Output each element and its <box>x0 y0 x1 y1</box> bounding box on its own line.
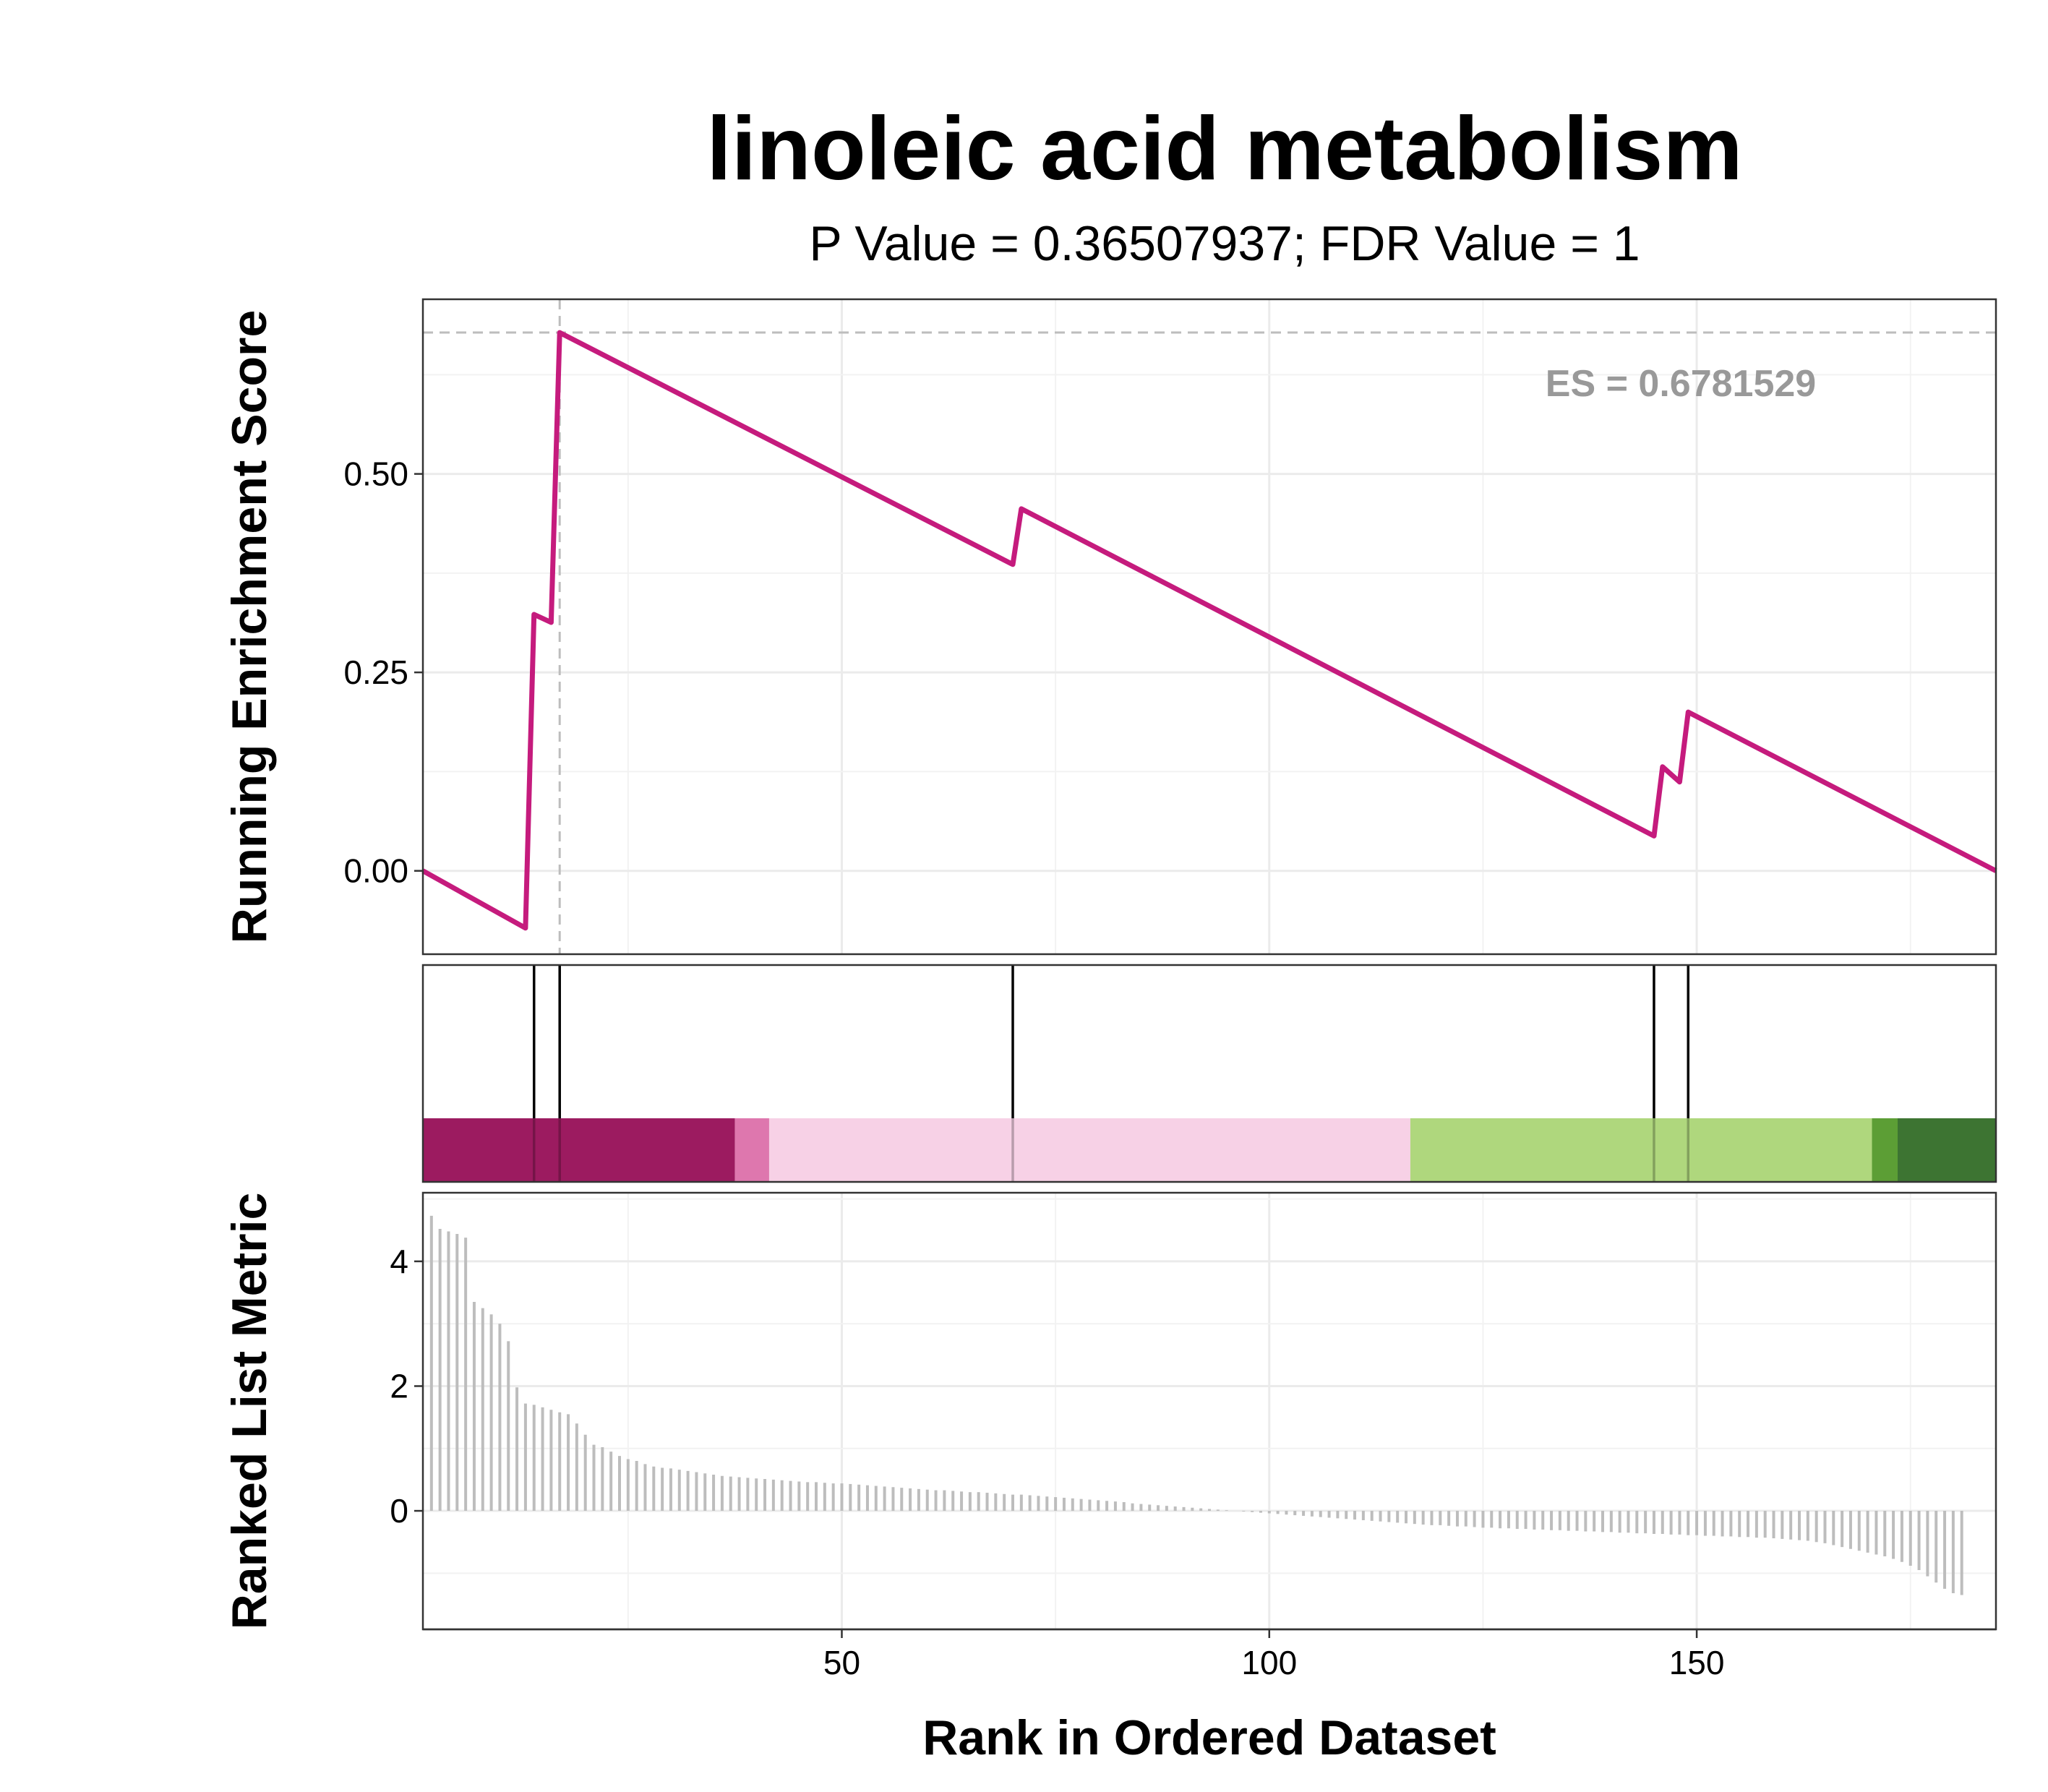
running-es-line <box>421 330 1997 931</box>
x-axis-label: Rank in Ordered Dataset <box>922 1710 1496 1765</box>
enrichment-y-ticks: 0.00 0.25 0.50 <box>343 455 423 890</box>
y-tick-label: 2 <box>390 1367 408 1405</box>
color-band <box>1872 1118 1898 1182</box>
y-tick-label: 4 <box>390 1243 408 1280</box>
enrichment-panel-grid <box>423 299 1996 954</box>
x-tick-label: 100 <box>1241 1644 1297 1681</box>
y-tick-label: 0.00 <box>343 852 408 890</box>
color-band <box>1410 1118 1872 1182</box>
es-annotation: ES = 0.6781529 <box>1546 363 1816 405</box>
x-axis-ticks: 50 100 150 <box>423 1628 1996 1681</box>
metric-y-ticks: 0 2 4 <box>390 1243 423 1530</box>
rank-color-bands <box>423 1118 1996 1182</box>
y-tick-label: 0 <box>390 1492 408 1530</box>
ranked-metric-panel: 0 2 4 <box>390 1191 1997 1631</box>
metric-bars <box>429 1215 1963 1595</box>
y-tick-label: 0.50 <box>343 455 408 493</box>
enrichment-panel-border <box>421 298 1997 956</box>
x-tick-label: 50 <box>823 1644 860 1681</box>
metric-panel-background <box>423 1193 1996 1629</box>
color-band <box>768 1118 1410 1182</box>
chart-title: linoleic acid metabolism <box>706 99 1742 199</box>
color-band <box>1898 1118 1996 1182</box>
color-band <box>423 1118 735 1182</box>
y-tick-label: 0.25 <box>343 653 408 691</box>
hits-panel-border <box>421 964 1997 1183</box>
enrichment-panel-background <box>423 299 1996 954</box>
metric-y-axis-label: Ranked List Metric <box>222 1193 277 1630</box>
metric-panel-grid <box>423 1193 1996 1629</box>
gene-hits-panel <box>421 964 1997 1183</box>
chart-subtitle: P Value = 0.36507937; FDR Value = 1 <box>809 216 1640 271</box>
gene-hit-lines <box>532 965 1690 1182</box>
color-band <box>734 1118 769 1182</box>
enrichment-y-axis-label: Running Enrichment Score <box>222 310 277 944</box>
x-tick-label: 150 <box>1669 1644 1725 1681</box>
enrichment-score-panel: ES = 0.6781529 0.00 0.25 0.50 <box>343 298 1997 956</box>
